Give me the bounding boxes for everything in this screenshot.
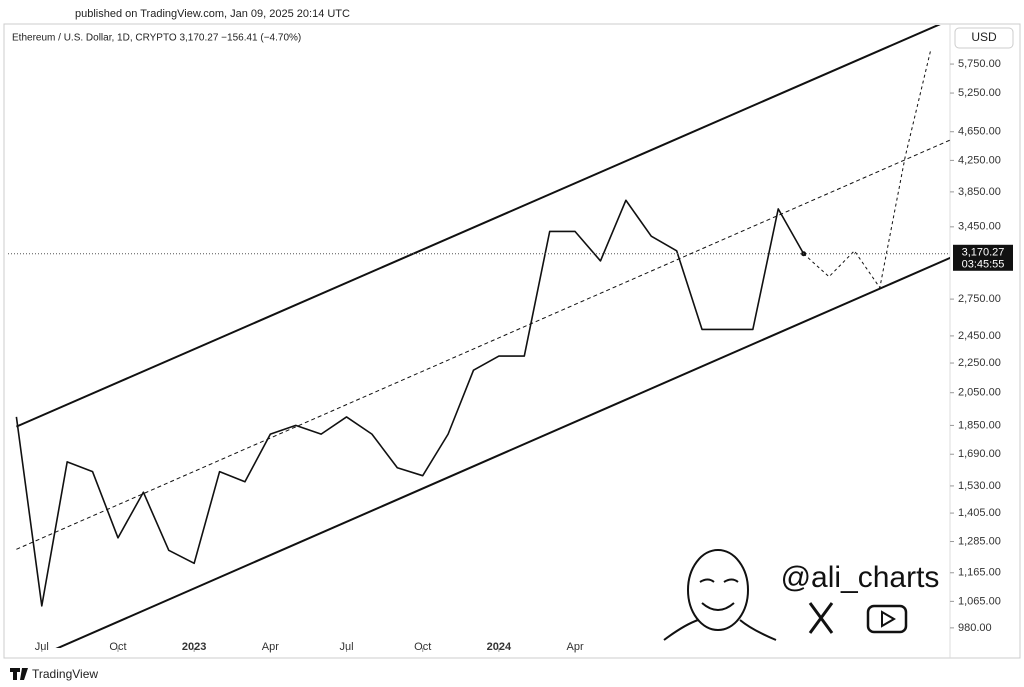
y-tick-label: 5,250.00 [958, 87, 1001, 99]
y-tick-label: 4,250.00 [958, 154, 1001, 166]
face-icon [687, 549, 749, 631]
currency-box [954, 27, 1014, 49]
x-tick-label: Oct [109, 641, 126, 653]
x-tick-label: 2024 [487, 641, 512, 653]
handle: @ali_charts [781, 561, 940, 594]
y-tick-label: 1,285.00 [958, 535, 1001, 547]
brand: TradingView [32, 667, 98, 681]
logo [10, 668, 28, 680]
chart-title: Ethereum / U.S. Dollar, 1D, CRYPTO 3,170… [12, 33, 301, 44]
play-icon [881, 610, 896, 628]
y-tick-label: 2,250.00 [958, 357, 1001, 369]
price-line [15, 199, 805, 607]
channel-upper [15, 25, 941, 428]
frame [3, 23, 1021, 659]
last-price-label: 3,170.27 [962, 247, 1005, 259]
y-tick-label: 1,690.00 [958, 448, 1001, 460]
y-tick-label: 3,450.00 [958, 221, 1001, 233]
price-box [953, 244, 1013, 271]
y-tick-label: 1,850.00 [958, 419, 1001, 431]
channel-middle [16, 139, 950, 550]
x-tick-label: Jul [35, 641, 49, 653]
x-tick-label: Jul [339, 641, 353, 653]
plot-area [15, 25, 950, 648]
y-tick-label: 2,750.00 [958, 293, 1001, 305]
currency: USD [971, 30, 997, 44]
y-tick-label: 3,850.00 [958, 186, 1001, 198]
y-tick-label: 1,165.00 [958, 567, 1001, 579]
y-tick-label: 980.00 [958, 622, 992, 634]
countdown: 03:45:55 [962, 259, 1005, 271]
x-tick-label: Apr [567, 641, 584, 653]
youtube-icon [866, 604, 908, 634]
y-tick-label: 2,050.00 [958, 387, 1001, 399]
x-tick-label: Apr [262, 641, 279, 653]
y-tick-label: 2,450.00 [958, 330, 1001, 342]
y-tick-label: 5,750.00 [958, 58, 1001, 70]
y-tick-label: 1,065.00 [958, 595, 1001, 607]
x-tick-label: Oct [414, 641, 431, 653]
projection-line [803, 50, 932, 289]
y-tick-label: 1,405.00 [958, 507, 1001, 519]
face-lines [663, 578, 777, 641]
x-tick-label: 2023 [182, 641, 206, 653]
y-tick-label: 1,530.00 [958, 480, 1001, 492]
watermark: @ali_charts [663, 549, 940, 641]
x-icon [808, 602, 834, 634]
channel-lower [55, 256, 950, 648]
y-tick-label: 4,650.00 [958, 126, 1001, 138]
published: published on TradingView.com, Jan 09, 20… [75, 8, 350, 20]
